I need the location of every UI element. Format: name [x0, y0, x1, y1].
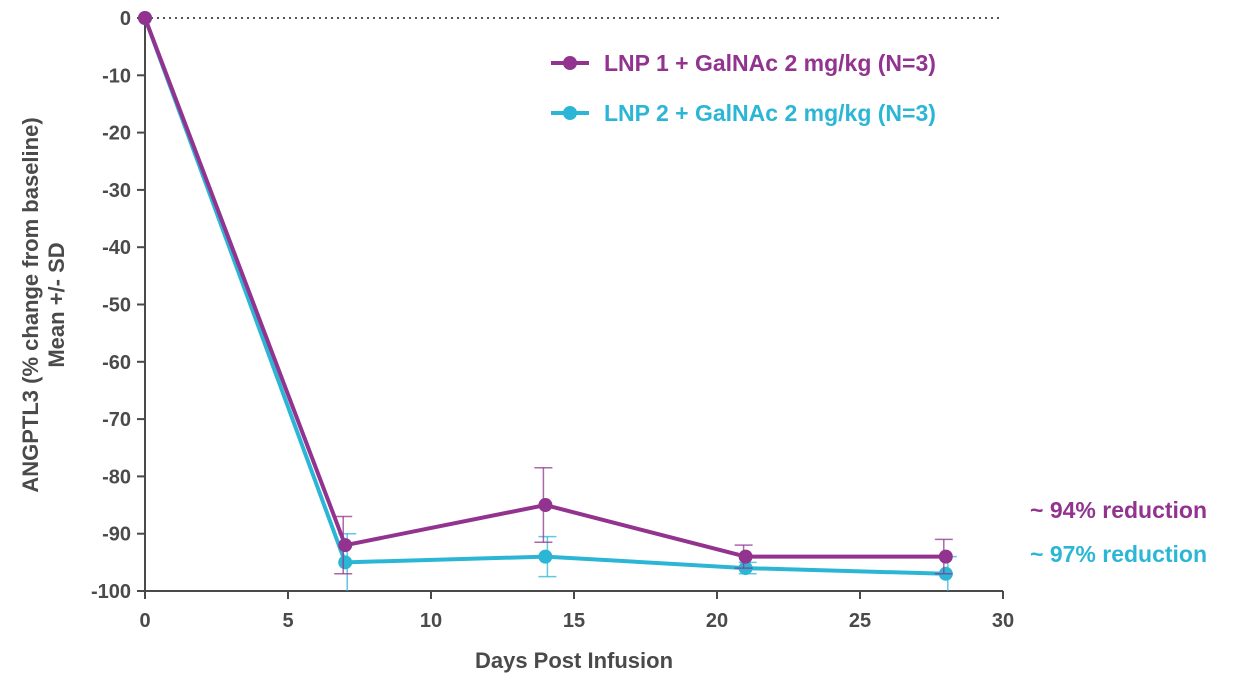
y-tick-label: -90: [102, 524, 131, 546]
y-tick-label: -10: [102, 65, 131, 87]
legend: LNP 1 + GalNAc 2 mg/kg (N=3) LNP 2 + GalN…: [551, 50, 936, 126]
y-axis-title: ANGPTL3 (% change from baseline) Mean +/…: [18, 117, 69, 492]
data-point: [938, 549, 953, 564]
data-point: [538, 498, 553, 513]
y-tick-label: -40: [102, 237, 131, 259]
y-tick-label: 0: [120, 8, 131, 30]
legend-label: LNP 1 + GalNAc 2 mg/kg (N=3): [604, 50, 936, 76]
x-axis-title: Days Post Infusion: [475, 648, 673, 673]
y-tick-label: -20: [102, 123, 131, 145]
data-point: [338, 555, 353, 570]
legend-swatch-marker: [563, 106, 577, 120]
y-tick-label: -50: [102, 295, 131, 317]
legend-swatch-marker: [563, 56, 577, 70]
y-tick-label: -80: [102, 466, 131, 488]
data-point: [538, 549, 553, 564]
axes: 0 -10 -20 -30 -40 -50 -60 -70 -80 -90 -100 0 5 10 15 20…: [91, 8, 1014, 632]
x-tick-label: 15: [563, 610, 585, 632]
annotation-1: ~ 94% reduction: [1030, 497, 1207, 523]
y-axis-title-line-1: ANGPTL3 (% change from baseline): [18, 117, 43, 492]
x-tick-label: 25: [849, 610, 871, 632]
legend-item-1: LNP 1 + GalNAc 2 mg/kg (N=3): [551, 50, 936, 76]
x-tick-label: 0: [139, 610, 150, 632]
y-tick-label: -30: [102, 180, 131, 202]
legend-label: LNP 2 + GalNAc 2 mg/kg (N=3): [604, 100, 936, 126]
y-axis-title-line-2: Mean +/- SD: [44, 242, 69, 367]
y-tick-label: -70: [102, 409, 131, 431]
series-line: [143, 17, 946, 559]
series-1: [138, 11, 953, 575]
data-point: [338, 538, 353, 553]
y-tick-label: -100: [91, 581, 131, 603]
x-tick-label: 30: [992, 610, 1014, 632]
x-tick-label: 5: [282, 610, 293, 632]
data-point: [138, 11, 152, 25]
annotation-2: ~ 97% reduction: [1030, 541, 1207, 567]
annotations: ~ 94% reduction ~ 97% reduction: [1030, 497, 1207, 567]
y-tick-label: -60: [102, 352, 131, 374]
series-layer: [138, 11, 957, 591]
legend-item-2: LNP 2 + GalNAc 2 mg/kg (N=3): [551, 100, 936, 126]
x-tick-label: 20: [706, 610, 728, 632]
data-point: [738, 549, 753, 564]
x-tick-label: 10: [420, 610, 442, 632]
